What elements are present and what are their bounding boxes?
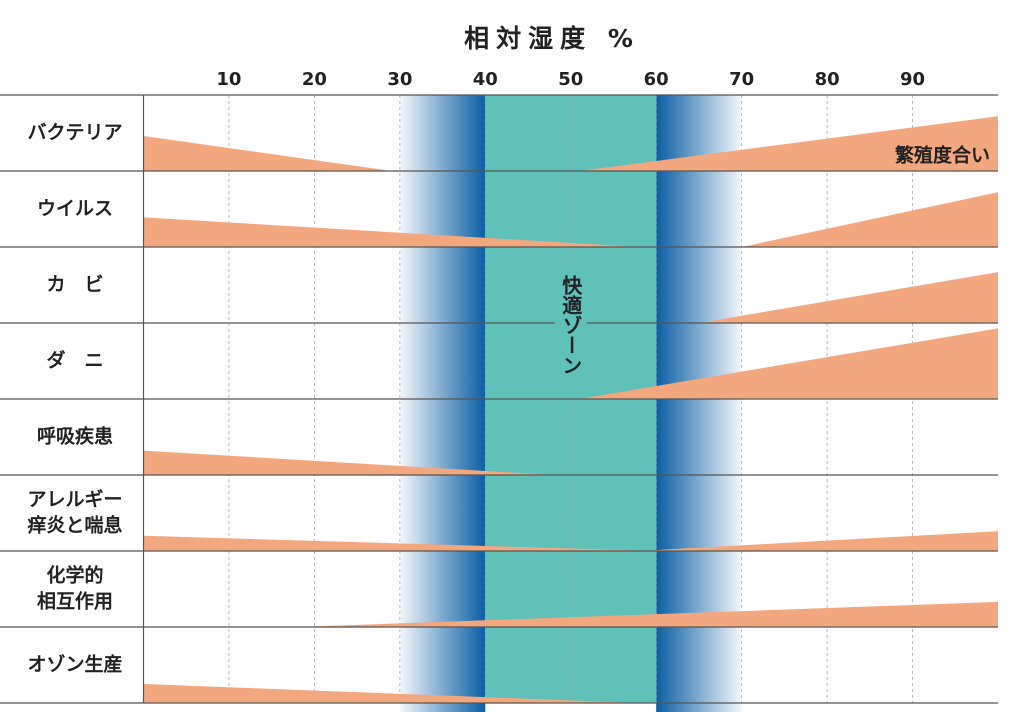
row-label: カ ビ xyxy=(46,274,103,296)
row-label: オゾン生産 xyxy=(27,653,122,676)
x-tick-label: 60 xyxy=(644,69,669,90)
x-tick-label: 10 xyxy=(216,69,241,90)
buffer-right xyxy=(656,95,742,712)
row-label: 化学的 xyxy=(46,564,103,587)
right-wedge xyxy=(741,192,998,247)
left-wedge xyxy=(143,450,554,475)
x-tick-label: 50 xyxy=(558,69,583,90)
row-label: ウイルス xyxy=(37,198,113,220)
row-label: 相互作用 xyxy=(37,590,113,613)
zone-label-bg xyxy=(554,268,587,398)
right-wedge xyxy=(297,601,998,627)
buffer-left xyxy=(399,95,486,712)
row-label: 呼吸疾患 xyxy=(37,425,113,448)
row-label: 痒炎と喘息 xyxy=(27,514,122,537)
right-wedge xyxy=(698,272,998,323)
x-tick-label: 80 xyxy=(815,69,840,90)
row-label: ダ ニ xyxy=(46,349,103,372)
right-wedge xyxy=(639,531,998,551)
x-tick-label: 40 xyxy=(473,69,498,90)
x-tick-label: 20 xyxy=(302,69,327,90)
left-wedge xyxy=(143,684,640,703)
left-wedge xyxy=(143,136,392,171)
left-wedge xyxy=(143,535,657,551)
x-tick-label: 90 xyxy=(900,69,925,90)
left-wedge xyxy=(143,217,640,247)
x-tick-label: 70 xyxy=(729,69,754,90)
x-tick-label: 30 xyxy=(387,69,412,90)
right-wedge xyxy=(579,116,998,171)
annotation: 繁殖度合い xyxy=(895,144,990,167)
row-label: アレルギー xyxy=(27,489,122,511)
zone-label: 快適ゾーン xyxy=(559,274,583,375)
right-wedge xyxy=(579,328,998,399)
row-label: バクテリア xyxy=(27,122,122,144)
chart-title: 相対湿度 % xyxy=(464,24,640,53)
